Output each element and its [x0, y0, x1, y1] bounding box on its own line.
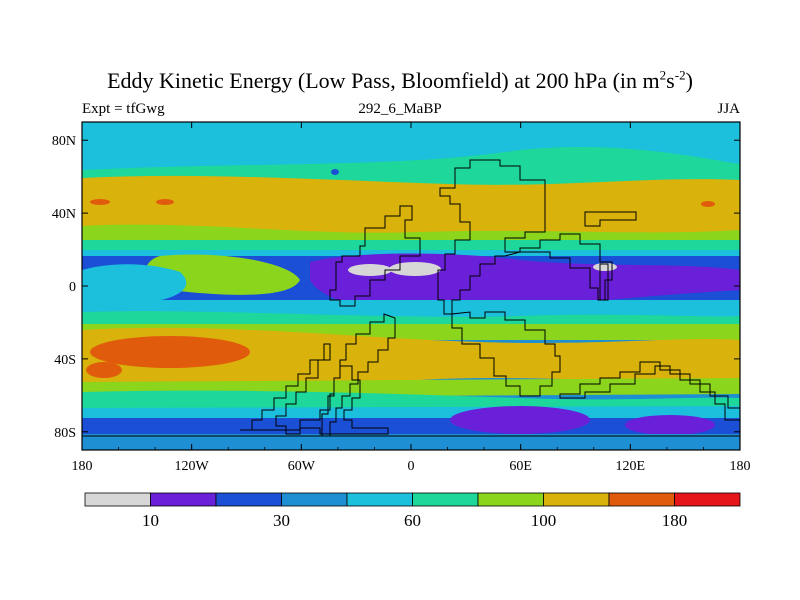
east-pacific-cyan — [82, 264, 187, 304]
band-north-teal — [82, 240, 740, 252]
season-label: JJA — [717, 101, 740, 117]
colorbar-swatch — [608, 492, 675, 507]
contour-fill — [82, 122, 740, 450]
colorbar-swatch — [215, 492, 282, 507]
title-mid: s — [666, 68, 675, 93]
colorbar-label: 10 — [142, 511, 159, 530]
band-south-teal — [82, 390, 740, 410]
low-gray-1 — [348, 264, 392, 276]
high-orange-1 — [90, 336, 250, 368]
colorbar-swatch — [84, 492, 151, 507]
y-tick-label: 0 — [69, 280, 76, 295]
colorbar-swatch — [674, 492, 741, 507]
x-tick-label: 120W — [175, 459, 210, 474]
low-gray-2 — [389, 262, 441, 276]
outline-antarctica-west — [240, 343, 389, 435]
high-orange-3 — [90, 199, 110, 205]
colorbar-swatch — [412, 492, 479, 507]
south-indian-purple — [450, 406, 590, 434]
colorbar-swatch — [346, 492, 413, 507]
low-gray-3 — [593, 263, 617, 271]
low-blue-dot — [331, 169, 339, 175]
outline-india — [599, 263, 609, 301]
run-label: 292_6_MaBP — [358, 101, 442, 117]
south-pacific-purple — [625, 415, 715, 435]
outline-north-america — [329, 205, 421, 307]
colorbar-label: 180 — [662, 511, 688, 530]
colorbar-label: 100 — [531, 511, 557, 530]
outline-east-siberia — [584, 211, 637, 227]
band-south-yellow — [82, 327, 740, 388]
title-close: ) — [685, 68, 693, 93]
y-tick-label: 40N — [52, 207, 76, 222]
colorbar-label: 60 — [404, 511, 421, 530]
x-tick-label: 120E — [616, 459, 646, 474]
band-polar-south — [82, 434, 740, 450]
y-tick-label: 80N — [52, 134, 76, 149]
title-main: Eddy Kinetic Energy (Low Pass, Bloomfiel… — [107, 68, 660, 93]
x-tick-label: 0 — [408, 459, 415, 474]
y-axis: 80N 40N 0 40S 80S — [52, 134, 740, 441]
colorbar-swatch — [543, 492, 610, 507]
high-orange-4 — [156, 199, 174, 205]
experiment-label: Expt = tfGwg — [82, 101, 165, 117]
colorbar-swatch — [477, 492, 544, 507]
title-sup-1: 2 — [659, 67, 667, 83]
y-tick-label: 40S — [54, 353, 76, 368]
x-tick-label: 60E — [509, 459, 532, 474]
high-orange-5 — [701, 201, 715, 207]
outline-eurasia — [437, 159, 613, 315]
colorbar-swatch — [150, 492, 217, 507]
high-orange-2 — [86, 362, 122, 378]
x-tick-label: 180 — [72, 459, 93, 474]
x-axis: 180 120W 60W 0 60E 120E 180 — [72, 122, 751, 474]
x-tick-label: 180 — [730, 459, 751, 474]
band-north-yellow — [82, 175, 740, 238]
continent-outlines — [82, 159, 741, 437]
title-sup-2: -2 — [674, 67, 686, 83]
x-tick-label: 60W — [288, 459, 316, 474]
colorbar-swatch — [281, 492, 348, 507]
y-tick-label: 80S — [54, 426, 76, 441]
colorbar: 10 30 60 100 180 — [84, 492, 741, 530]
colorbar-label: 30 — [273, 511, 290, 530]
outline-africa — [451, 311, 561, 397]
chart-title: Eddy Kinetic Energy (Low Pass, Bloomfiel… — [0, 68, 800, 94]
